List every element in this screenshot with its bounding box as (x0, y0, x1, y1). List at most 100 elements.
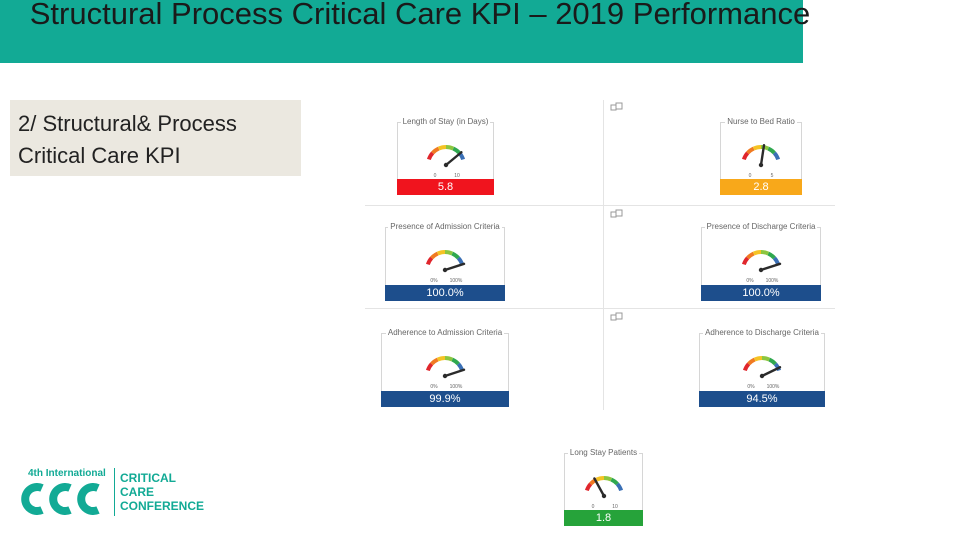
gauge-arc-segment (760, 250, 770, 256)
gauge-arc-segment (742, 362, 751, 372)
gauge-min-label: 0 (433, 173, 436, 179)
gauge-arc-segment (451, 251, 460, 260)
gauge-hub (442, 267, 448, 273)
gauge-arc-segment (425, 256, 434, 266)
gauge-hub (442, 373, 448, 379)
gauge-dial: 0% 100% (742, 356, 782, 390)
gauge-title: Nurse to Bed Ratio (725, 117, 797, 126)
gauge-needle (759, 144, 766, 167)
gauge-card-discharge-criteria[interactable]: Presence of Discharge Criteria 0% 100% 10… (701, 222, 821, 301)
gauge-arc-segment (767, 251, 776, 260)
gauge-min-label: 0% (430, 278, 438, 284)
logo-edition: 4th International (28, 468, 106, 479)
grid-divider-horizontal (365, 205, 835, 206)
gauge-dial: 0% 100% (425, 250, 466, 284)
gauge-min-label: 0% (746, 278, 754, 284)
expand-icon[interactable] (610, 312, 624, 322)
gauge-value: 5.8 (397, 179, 494, 195)
gauge-needle (444, 151, 463, 167)
gauge-min-label: 0% (747, 384, 755, 390)
gauge-needle (443, 368, 466, 378)
gauge-dial: 0% 100% (425, 356, 466, 390)
gauge-value: 2.8 (720, 179, 802, 195)
logo-divider (114, 468, 115, 516)
ccc-logo-icon (21, 483, 100, 515)
gauge-arc-segment (761, 356, 771, 362)
gauge-card-length-of-stay[interactable]: Length of Stay (in Days) 0 10 5.8 (397, 117, 494, 195)
gauge-title: Adherence to Discharge Criteria (703, 328, 821, 337)
gauge-max-label: 10 (454, 173, 460, 179)
gauge-max-label: 100% (450, 278, 463, 284)
logo-line-2: CARE (120, 485, 155, 499)
gauge-hub (758, 162, 764, 168)
header-bar (0, 0, 803, 63)
gauge-arc-segment (436, 356, 446, 362)
gauge-min-label: 0% (430, 384, 438, 390)
grid-divider-vertical (603, 100, 604, 410)
gauge-needle (759, 262, 782, 272)
gauge-value: 99.9% (381, 391, 509, 407)
gauge-dial: 0 10 (584, 476, 623, 510)
gauge-arc-segment (425, 362, 434, 372)
logo-line-3: CONFERENCE (120, 499, 205, 513)
gauge-title: Length of Stay (in Days) (400, 117, 491, 126)
gauge-card-adherence-discharge[interactable]: Adherence to Discharge Criteria 0% 100% 9… (699, 328, 825, 407)
gauge-arc-segment (741, 256, 750, 266)
gauge-value: 1.8 (564, 510, 643, 526)
subtitle-text: 2/ Structural& Process Critical Care KPI (18, 111, 237, 168)
gauge-arc-segment (445, 145, 454, 151)
gauge-arc-segment (741, 151, 750, 161)
gauge-needle (760, 366, 782, 378)
subtitle-box: 2/ Structural& Process Critical Care KPI (10, 100, 301, 176)
gauge-arc-segment (430, 251, 439, 260)
gauge-arc-segment (430, 357, 439, 366)
gauge-arc-segment (444, 356, 454, 362)
gauge-arc-segment (451, 146, 461, 155)
gauge-card-adherence-admission[interactable]: Adherence to Admission Criteria 0% 100% 9… (381, 328, 509, 407)
gauge-max-label: 5 (771, 173, 774, 179)
gauge-arc-segment (436, 250, 446, 256)
expand-icon[interactable] (610, 102, 624, 112)
gauge-dial: 0% 100% (741, 250, 782, 284)
gauge-card-admission-criteria[interactable]: Presence of Admission Criteria 0% 100% 10… (385, 222, 505, 301)
gauge-arc-segment (752, 250, 762, 256)
gauge-hub (758, 267, 764, 273)
gauge-max-label: 100% (450, 384, 463, 390)
gauge-arc-segment (767, 146, 776, 155)
gauge-arc-segment (753, 356, 763, 362)
gauge-value: 100.0% (385, 285, 505, 301)
gauge-arc-segment (437, 145, 446, 151)
gauge-min-label: 0 (749, 173, 752, 179)
gauge-needle (592, 477, 605, 498)
gauge-arc-segment (768, 357, 777, 366)
gauge-arc-segment (746, 251, 755, 260)
conference-logo: 4th International CRITICAL CARE CONFEREN… (20, 464, 220, 524)
gauge-arc-segment (603, 476, 612, 482)
gauge-arc-segment (773, 362, 782, 372)
gauge-max-label: 100% (767, 384, 780, 390)
gauge-value: 94.5% (699, 391, 825, 407)
gauge-arc-segment (430, 146, 440, 155)
gauge-hub (601, 493, 606, 499)
gauge-arc-segment (615, 482, 623, 492)
gauge-arc-segment (444, 250, 454, 256)
gauge-max-label: 100% (766, 278, 779, 284)
gauge-title: Adherence to Admission Criteria (385, 328, 505, 337)
logo-line-1: CRITICAL (120, 471, 176, 485)
grid-divider-horizontal (365, 308, 835, 309)
expand-icon[interactable] (610, 209, 624, 219)
gauge-value: 100.0% (701, 285, 821, 301)
gauge-title: Long Stay Patients (567, 448, 640, 457)
gauge-arc-segment (609, 477, 619, 486)
gauge-hub (759, 373, 765, 379)
gauge-arc-segment (746, 146, 755, 155)
gauge-title: Presence of Discharge Criteria (704, 222, 818, 231)
gauge-min-label: 0 (591, 504, 594, 510)
slide-title: Structural Process Critical Care KPI – 2… (29, 0, 811, 31)
gauge-arc-segment (752, 145, 762, 151)
gauge-card-long-stay[interactable]: Long Stay Patients 0 10 1.8 (564, 448, 643, 526)
gauge-arc-segment (595, 476, 604, 482)
gauge-arc-segment (426, 151, 434, 161)
